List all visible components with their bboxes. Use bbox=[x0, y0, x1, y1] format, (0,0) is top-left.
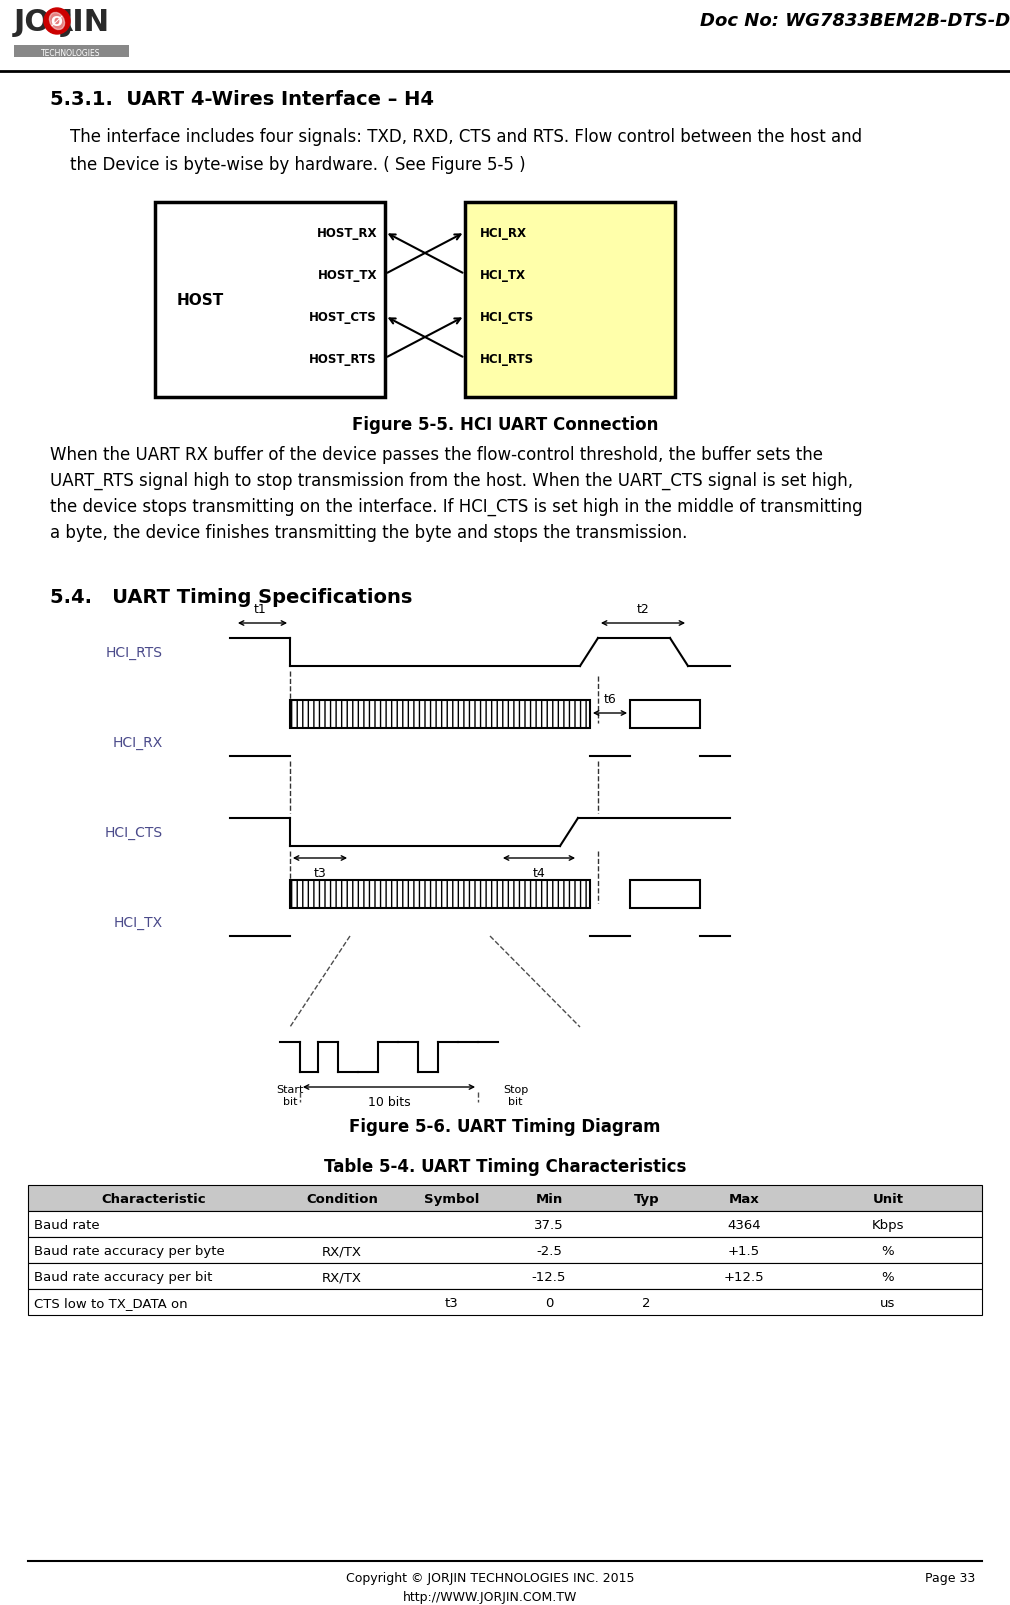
Bar bbox=[630, 700, 700, 729]
Text: t3: t3 bbox=[314, 867, 326, 880]
Text: the Device is byte-wise by hardware. ( See Figure 5-5 ): the Device is byte-wise by hardware. ( S… bbox=[70, 156, 525, 173]
Text: t2: t2 bbox=[636, 602, 649, 616]
Text: HOST_TX: HOST_TX bbox=[317, 268, 377, 281]
Text: The interface includes four signals: TXD, RXD, CTS and RTS. Flow control between: The interface includes four signals: TXD… bbox=[70, 128, 863, 146]
Text: t6: t6 bbox=[604, 693, 616, 706]
Text: HCI_RX: HCI_RX bbox=[113, 735, 163, 750]
Text: HOST: HOST bbox=[177, 292, 223, 308]
Text: a byte, the device finishes transmitting the byte and stops the transmission.: a byte, the device finishes transmitting… bbox=[50, 523, 688, 541]
Text: Baud rate accuracy per byte: Baud rate accuracy per byte bbox=[34, 1245, 225, 1258]
Text: 5.3.1.  UART 4-Wires Interface – H4: 5.3.1. UART 4-Wires Interface – H4 bbox=[50, 90, 434, 109]
Text: HOST_RX: HOST_RX bbox=[316, 226, 377, 239]
Text: HCI_CTS: HCI_CTS bbox=[105, 825, 163, 839]
Text: Page 33: Page 33 bbox=[925, 1571, 975, 1584]
Text: HOST_CTS: HOST_CTS bbox=[309, 310, 377, 323]
Text: 2: 2 bbox=[642, 1297, 650, 1310]
Text: JOR: JOR bbox=[14, 8, 75, 37]
Text: Symbol: Symbol bbox=[424, 1193, 479, 1205]
Bar bbox=[28, 1237, 982, 1263]
Text: JIN: JIN bbox=[62, 8, 110, 37]
Text: RX/TX: RX/TX bbox=[322, 1245, 362, 1258]
Text: 4364: 4364 bbox=[727, 1218, 761, 1231]
Bar bbox=[290, 881, 590, 908]
Text: Doc No: WG7833BEM2B-DTS-D02: Doc No: WG7833BEM2B-DTS-D02 bbox=[700, 11, 1010, 30]
Text: HCI_RTS: HCI_RTS bbox=[480, 351, 534, 366]
Text: TECHNOLOGIES: TECHNOLOGIES bbox=[41, 50, 101, 58]
Text: Condition: Condition bbox=[306, 1193, 378, 1205]
Text: Unit: Unit bbox=[873, 1193, 904, 1205]
Text: 10 bits: 10 bits bbox=[368, 1095, 410, 1109]
Text: %: % bbox=[882, 1271, 894, 1284]
Bar bbox=[28, 1212, 982, 1237]
Text: Figure 5-6. UART Timing Diagram: Figure 5-6. UART Timing Diagram bbox=[349, 1117, 661, 1135]
Bar bbox=[155, 202, 385, 398]
Text: HCI_RX: HCI_RX bbox=[480, 226, 527, 239]
Text: Typ: Typ bbox=[633, 1193, 660, 1205]
Text: HCI_TX: HCI_TX bbox=[114, 915, 163, 929]
Text: Max: Max bbox=[728, 1193, 760, 1205]
Text: +12.5: +12.5 bbox=[724, 1271, 765, 1284]
Text: 5.4.   UART Timing Specifications: 5.4. UART Timing Specifications bbox=[50, 587, 412, 607]
Text: When the UART RX buffer of the device passes the flow-control threshold, the buf: When the UART RX buffer of the device pa… bbox=[50, 446, 823, 464]
Circle shape bbox=[44, 10, 70, 35]
Bar bbox=[14, 47, 129, 58]
Text: UART_RTS signal high to stop transmission from the host. When the UART_CTS signa: UART_RTS signal high to stop transmissio… bbox=[50, 472, 853, 490]
Text: -12.5: -12.5 bbox=[532, 1271, 567, 1284]
Text: the device stops transmitting on the interface. If HCI_CTS is set high in the mi: the device stops transmitting on the int… bbox=[50, 498, 863, 515]
Text: -2.5: -2.5 bbox=[536, 1245, 562, 1258]
Text: Kbps: Kbps bbox=[872, 1218, 904, 1231]
Text: CTS low to TX_DATA on: CTS low to TX_DATA on bbox=[34, 1297, 188, 1310]
Text: 0: 0 bbox=[544, 1297, 553, 1310]
Text: HCI_RTS: HCI_RTS bbox=[106, 645, 163, 660]
Text: Baud rate accuracy per bit: Baud rate accuracy per bit bbox=[34, 1271, 212, 1284]
Text: Start
bit: Start bit bbox=[277, 1085, 304, 1106]
Bar bbox=[630, 881, 700, 908]
Bar bbox=[465, 202, 675, 398]
Text: us: us bbox=[881, 1297, 896, 1310]
Ellipse shape bbox=[49, 13, 65, 30]
Text: HCI_CTS: HCI_CTS bbox=[480, 310, 534, 323]
Bar bbox=[28, 1263, 982, 1289]
Text: Ø: Ø bbox=[52, 14, 63, 29]
Text: +1.5: +1.5 bbox=[728, 1245, 761, 1258]
Text: t3: t3 bbox=[444, 1297, 459, 1310]
Text: HCI_TX: HCI_TX bbox=[480, 268, 526, 281]
Text: t1: t1 bbox=[254, 602, 267, 616]
Text: HOST_RTS: HOST_RTS bbox=[309, 351, 377, 366]
Bar bbox=[28, 1289, 982, 1314]
Text: t4: t4 bbox=[532, 867, 545, 880]
Text: Min: Min bbox=[535, 1193, 563, 1205]
Bar bbox=[28, 1184, 982, 1212]
Text: Copyright © JORJIN TECHNOLOGIES INC. 2015
http://WWW.JORJIN.COM.TW
CONFIDENTIAL: Copyright © JORJIN TECHNOLOGIES INC. 201… bbox=[345, 1571, 634, 1605]
Text: Table 5-4. UART Timing Characteristics: Table 5-4. UART Timing Characteristics bbox=[324, 1157, 686, 1175]
Text: RX/TX: RX/TX bbox=[322, 1271, 362, 1284]
Text: Stop
bit: Stop bit bbox=[503, 1085, 528, 1106]
Text: %: % bbox=[882, 1245, 894, 1258]
Bar bbox=[290, 700, 590, 729]
Text: Baud rate: Baud rate bbox=[34, 1218, 100, 1231]
Text: 37.5: 37.5 bbox=[534, 1218, 564, 1231]
Text: Figure 5-5. HCI UART Connection: Figure 5-5. HCI UART Connection bbox=[351, 416, 659, 433]
Text: Characteristic: Characteristic bbox=[102, 1193, 206, 1205]
